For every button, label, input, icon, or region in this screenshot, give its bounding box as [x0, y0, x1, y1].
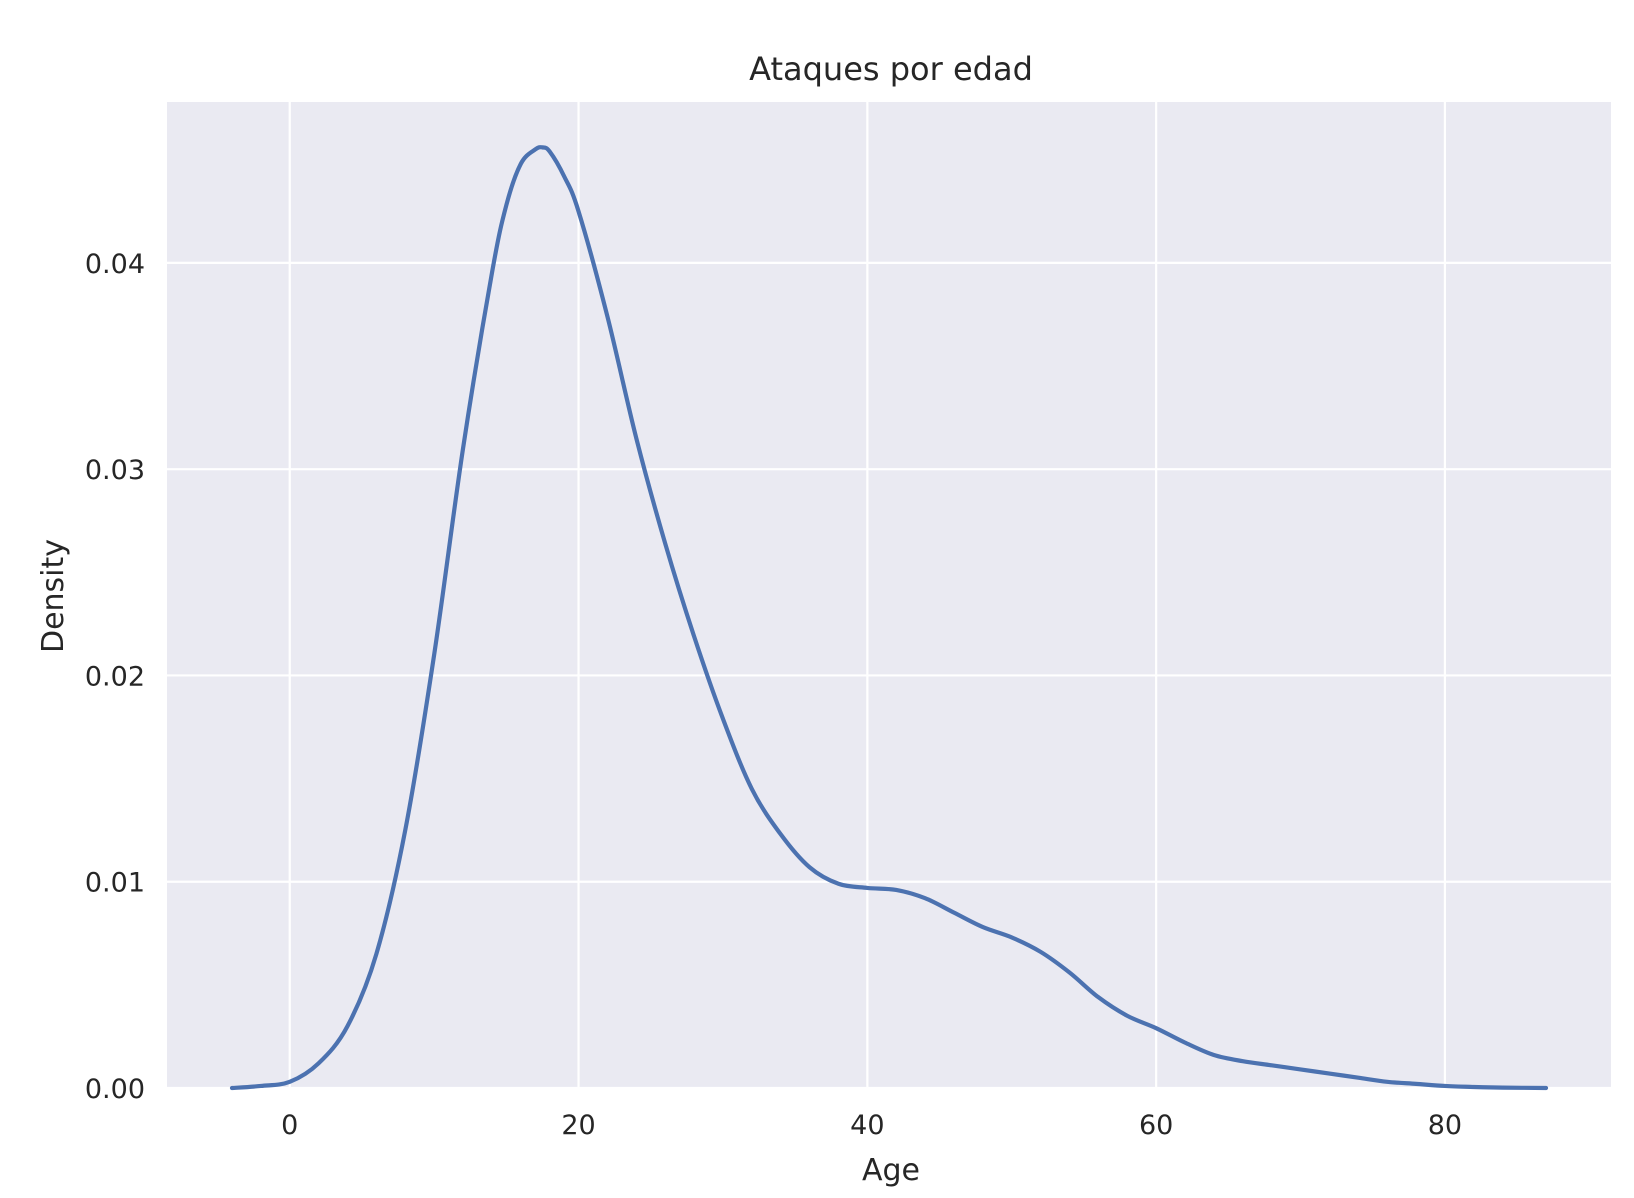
- x-tick-label: 60: [1139, 1110, 1173, 1141]
- plot-area: [167, 102, 1611, 1088]
- y-tick-label: 0.02: [85, 661, 145, 692]
- y-axis-label: Density: [36, 539, 71, 653]
- chart-title: Ataques por edad: [749, 50, 1033, 88]
- x-tick-label: 80: [1428, 1110, 1462, 1141]
- grid-lines: [167, 102, 1611, 1090]
- x-tick-label: 0: [281, 1110, 298, 1141]
- y-tick-label: 0.03: [85, 455, 145, 486]
- y-tick-label: 0.04: [85, 249, 145, 280]
- y-tick-label: 0.00: [85, 1074, 145, 1105]
- y-tick-label: 0.01: [85, 868, 145, 899]
- x-tick-label: 20: [561, 1110, 595, 1141]
- x-tick-label: 40: [850, 1110, 884, 1141]
- kde-line: [229, 145, 1549, 1091]
- kde-series: [229, 145, 1549, 1091]
- tick-labels: 0 20 40 60 80 0.00 0.01 0.02 0.03 0.04: [85, 249, 1462, 1141]
- x-axis-label: Age: [862, 1153, 920, 1188]
